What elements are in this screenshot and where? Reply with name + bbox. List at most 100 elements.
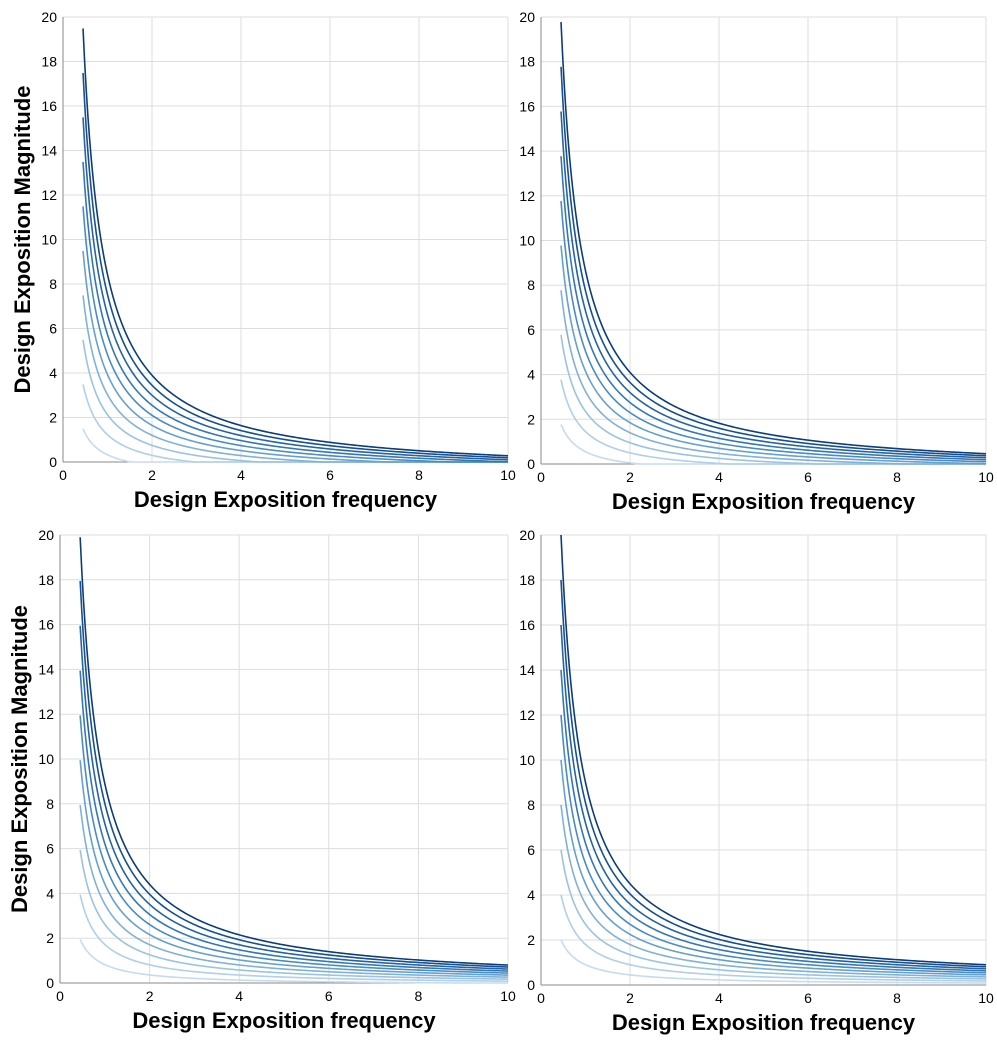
y-tick-label: 18 [41,54,57,70]
y-tick-label: 2 [46,930,54,946]
series-line-2 [560,379,986,465]
series-line-6 [560,714,987,974]
y-axis-title: Design Exposition Magnitude [7,605,32,913]
series-line-2 [79,894,509,982]
series-line-5 [560,245,987,465]
series-line-7 [79,670,509,972]
y-tick-label: 14 [519,143,535,159]
x-tick-label: 0 [56,988,64,1004]
y-tick-label: 4 [49,365,57,381]
y-tick-label: 0 [527,456,535,472]
x-tick-label: 6 [804,469,812,485]
x-tick-label: 2 [626,990,634,1006]
x-tick-label: 4 [237,467,245,483]
x-tick-label: 10 [500,988,516,1004]
y-tick-label: 8 [49,276,57,292]
series-line-5 [82,250,508,463]
x-tick-label: 8 [893,469,901,485]
y-tick-label: 4 [527,887,535,903]
series-line-3 [560,334,986,465]
series-line-8 [560,111,987,459]
x-tick-label: 6 [804,990,812,1006]
series-line-10 [560,22,987,455]
x-tick-label: 2 [626,469,634,485]
y-tick-label: 4 [46,885,54,901]
series-line-2 [82,384,508,463]
y-tick-label: 4 [527,367,535,383]
y-tick-label: 2 [49,410,57,426]
y-tick-label: 12 [519,188,535,204]
y-tick-label: 8 [46,796,54,812]
x-tick-label: 0 [537,469,545,485]
y-tick-label: 6 [527,842,535,858]
series-line-6 [79,715,509,974]
series-line-3 [560,849,987,980]
y-tick-label: 6 [527,322,535,338]
series-line-4 [79,804,509,978]
x-tick-label: 0 [537,990,545,1006]
x-tick-label: 0 [59,467,67,483]
series-line-8 [79,625,509,970]
x-tick-label: 4 [715,990,723,1006]
chart-panel-3: 0 2 4 6 8 10 12 14 16 18 20 0 2 4 6 8 10 Design Expositio… [7,527,516,1033]
y-tick-label: 10 [519,233,535,249]
x-axis-title: Design Exposition frequency [612,1010,916,1035]
series-line-8 [82,117,509,461]
y-tick-label: 16 [41,98,57,114]
series-line-6 [82,206,508,463]
x-tick-label: 2 [148,467,156,483]
series-line-10 [79,537,509,966]
x-tick-label: 8 [415,988,423,1004]
y-tick-label: 20 [41,9,57,25]
y-tick-label: 6 [46,841,54,857]
y-tick-label: 14 [41,143,57,159]
y-tick-label: 16 [38,617,54,633]
x-tick-label: 6 [325,988,333,1004]
x-tick-label: 4 [715,469,723,485]
x-tick-label: 6 [326,467,334,483]
series-line-10 [560,534,987,966]
series-line-9 [560,579,987,968]
y-tick-label: 0 [527,977,535,993]
y-tick-label: 12 [519,707,535,723]
y-tick-label: 16 [519,98,535,114]
series-line-9 [79,580,509,968]
series-line-9 [82,72,509,459]
series-line-9 [560,66,987,457]
y-tick-label: 14 [519,662,535,678]
series-line-4 [560,804,987,978]
series-line-5 [560,759,987,976]
series-line-6 [560,200,987,463]
chart-panel-4: 0 2 4 6 8 10 12 14 16 18 20 0 2 4 6 8 10 Design Expositio… [519,527,994,1035]
y-tick-label: 12 [38,706,54,722]
chart-panel-1: 0 2 4 6 8 10 12 14 16 18 20 0 2 4 6 8 10 Design Expositio… [10,9,516,512]
series-line-10 [82,28,509,457]
x-axis-title: Design Exposition frequency [132,1008,436,1033]
x-axis-title: Design Exposition frequency [612,489,916,514]
series-line-5 [79,760,509,976]
y-tick-label: 0 [46,975,54,991]
y-tick-label: 20 [519,9,535,25]
x-tick-label: 10 [978,469,994,485]
series-line-7 [560,156,987,461]
y-tick-label: 6 [49,321,57,337]
x-tick-label: 10 [978,990,994,1006]
x-tick-label: 4 [235,988,243,1004]
y-tick-label: 18 [38,572,54,588]
y-axis-title: Design Exposition Magnitude [10,85,35,393]
y-tick-label: 18 [519,572,535,588]
y-tick-label: 2 [527,411,535,427]
y-tick-label: 20 [38,527,54,543]
series-line-3 [79,849,509,980]
y-tick-label: 0 [49,454,57,470]
y-tick-label: 18 [519,54,535,70]
y-tick-label: 10 [519,752,535,768]
y-tick-label: 8 [527,277,535,293]
series-line-1 [79,939,508,984]
series-line-4 [560,290,986,465]
x-tick-label: 2 [146,988,154,1004]
y-tick-label: 8 [527,797,535,813]
series-line-1 [560,939,987,984]
series-line-7 [560,669,987,972]
